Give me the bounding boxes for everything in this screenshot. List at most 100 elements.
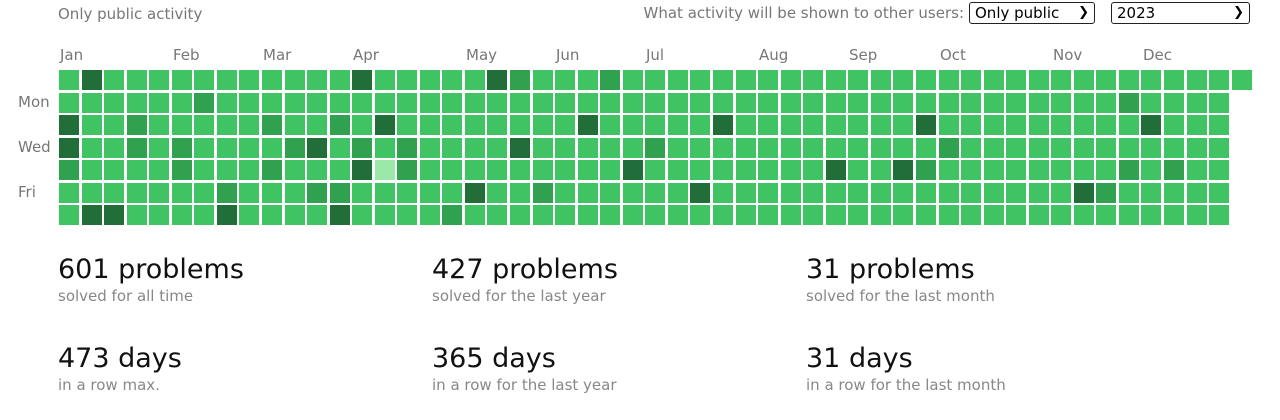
- heatmap-cell: [600, 115, 621, 136]
- stat-days-last-year: 365 days in a row for the last year: [432, 344, 617, 395]
- heatmap-cell: [1141, 137, 1162, 158]
- heatmap-cell: [915, 182, 936, 203]
- heatmap-cell: [510, 70, 530, 90]
- heatmap-cell: [442, 115, 463, 136]
- heatmap-cell: [825, 160, 846, 181]
- stat-label: solved for the last year: [432, 287, 606, 305]
- heatmap-cell: [645, 160, 666, 181]
- heatmap-cell: [870, 182, 891, 203]
- heatmap-cell: [893, 160, 914, 181]
- heatmap-cell: [510, 137, 530, 158]
- heatmap-cell: [893, 205, 914, 226]
- heatmap-cell: [1006, 160, 1027, 181]
- heatmap-cell: [329, 115, 350, 136]
- heatmap-cell: [667, 205, 688, 226]
- heatmap-cell: [397, 160, 418, 181]
- heatmap-cell: [81, 160, 102, 181]
- heatmap-cell: [1051, 115, 1072, 136]
- heatmap-cell: [149, 115, 170, 136]
- heatmap-cell: [983, 160, 1004, 181]
- heatmap-cell: [713, 92, 733, 113]
- heatmap-cell: [239, 70, 260, 90]
- stat-days-max-streak: 473 days in a row max.: [58, 343, 182, 395]
- heatmap-cell: [307, 160, 328, 181]
- heatmap-cell: [59, 205, 79, 226]
- heatmap-cell: [870, 160, 891, 181]
- heatmap-cell: [961, 115, 981, 136]
- heatmap-cell: [307, 92, 328, 113]
- heatmap-cell: [149, 160, 170, 181]
- heatmap-cell: [374, 182, 395, 203]
- chevron-down-icon: ❯: [1078, 5, 1089, 20]
- heatmap-cell: [1051, 205, 1072, 226]
- heatmap-cell: [352, 205, 373, 226]
- heatmap-cell: [59, 160, 79, 181]
- heatmap-cell: [1073, 115, 1094, 136]
- heatmap-cell: [419, 160, 440, 181]
- heatmap-cell: [645, 92, 666, 113]
- heatmap-cell: [464, 205, 485, 226]
- heatmap-cell: [1028, 137, 1049, 158]
- heatmap-cell: [1096, 137, 1117, 158]
- heatmap-cell: [1051, 70, 1072, 90]
- visibility-select[interactable]: Only public ❯: [969, 2, 1095, 24]
- heatmap-cell: [915, 92, 936, 113]
- heatmap-cell: [126, 205, 147, 226]
- heatmap-cell: [1118, 137, 1139, 158]
- heatmap-cell: [532, 160, 553, 181]
- heatmap-cell: [938, 70, 959, 90]
- heatmap-cell: [464, 115, 485, 136]
- heatmap-cell: [938, 182, 959, 203]
- heatmap-cell: [216, 182, 237, 203]
- stat-label: in a row for the last month: [806, 376, 1006, 394]
- activity-header: Only public activity What activity will …: [0, 0, 1280, 30]
- heatmap-cell: [81, 70, 102, 90]
- heatmap-cell: [915, 70, 936, 90]
- heatmap-cell: [667, 137, 688, 158]
- year-select[interactable]: 2023 ❯: [1111, 2, 1250, 24]
- heatmap-cell: [171, 205, 192, 226]
- heatmap-cell: [735, 115, 756, 136]
- heatmap-cell: [487, 137, 508, 158]
- heatmap-cell: [713, 137, 733, 158]
- heatmap-cell: [825, 70, 846, 90]
- heatmap-cell: [1118, 205, 1139, 226]
- heatmap-cell: [1209, 205, 1229, 226]
- heatmap-cell: [848, 205, 869, 226]
- heatmap-cell: [1141, 160, 1162, 181]
- heatmap-cell: [487, 160, 508, 181]
- heatmap-cell: [961, 137, 981, 158]
- heatmap-cell: [758, 137, 779, 158]
- heatmap-cell: [938, 92, 959, 113]
- heatmap-cell: [1209, 160, 1229, 181]
- month-label-apr: Apr: [353, 46, 379, 64]
- heatmap-cell: [645, 205, 666, 226]
- heatmap-cell: [397, 205, 418, 226]
- stat-problems-last-month: 31 problems solved for the last month: [806, 255, 995, 306]
- heatmap-cell: [262, 182, 282, 203]
- heatmap-cell: [622, 70, 643, 90]
- heatmap-cell: [464, 182, 485, 203]
- header-controls: What activity will be shown to other use…: [644, 2, 1250, 24]
- heatmap-cell: [1164, 205, 1184, 226]
- heatmap-cell: [758, 182, 779, 203]
- heatmap-cell: [216, 70, 237, 90]
- heatmap-cell: [961, 160, 981, 181]
- heatmap-cell: [915, 205, 936, 226]
- heatmap-cell: [374, 70, 395, 90]
- year-select-value: 2023: [1117, 4, 1156, 22]
- heatmap-cell: [1096, 160, 1117, 181]
- heatmap-cell: [284, 182, 305, 203]
- heatmap-cell: [713, 115, 733, 136]
- heatmap-cell: [690, 115, 711, 136]
- stat-value: 473 days: [58, 343, 182, 374]
- heatmap-cell: [307, 137, 328, 158]
- heatmap-cell: [419, 115, 440, 136]
- heatmap-cell: [1209, 137, 1229, 158]
- heatmap-cell: [149, 182, 170, 203]
- heatmap-cell: [1096, 115, 1117, 136]
- heatmap-cell: [983, 182, 1004, 203]
- heatmap-cell: [1006, 137, 1027, 158]
- heatmap-cell: [1028, 115, 1049, 136]
- stat-problems-all-time: 601 problems solved for all time: [58, 255, 244, 306]
